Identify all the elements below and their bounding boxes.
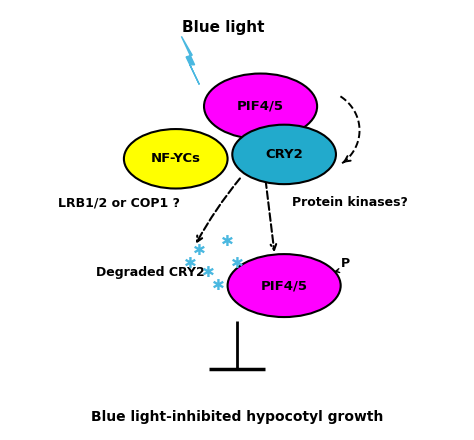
Text: Protein kinases?: Protein kinases? (292, 196, 408, 209)
Text: ✱: ✱ (221, 235, 234, 249)
Ellipse shape (124, 129, 228, 188)
Text: PIF4/5: PIF4/5 (261, 279, 308, 292)
Text: ✱: ✱ (183, 256, 196, 271)
Ellipse shape (204, 73, 317, 139)
Text: Blue light: Blue light (182, 20, 264, 35)
Polygon shape (182, 37, 199, 84)
Text: LRB1/2 or COP1 ?: LRB1/2 or COP1 ? (58, 196, 180, 209)
Text: ✱: ✱ (212, 278, 225, 293)
Text: PIF4/5: PIF4/5 (237, 100, 284, 113)
Text: Blue light-inhibited hypocotyl growth: Blue light-inhibited hypocotyl growth (91, 410, 383, 424)
Ellipse shape (232, 125, 336, 184)
Ellipse shape (228, 254, 341, 317)
Text: ✱: ✱ (193, 243, 206, 258)
Text: P: P (341, 257, 350, 270)
Text: NF-YCs: NF-YCs (151, 152, 201, 165)
Text: ✱: ✱ (202, 265, 215, 280)
Text: CRY2: CRY2 (265, 148, 303, 161)
Text: ✱: ✱ (231, 256, 243, 271)
Text: Degraded CRY2: Degraded CRY2 (96, 266, 204, 279)
